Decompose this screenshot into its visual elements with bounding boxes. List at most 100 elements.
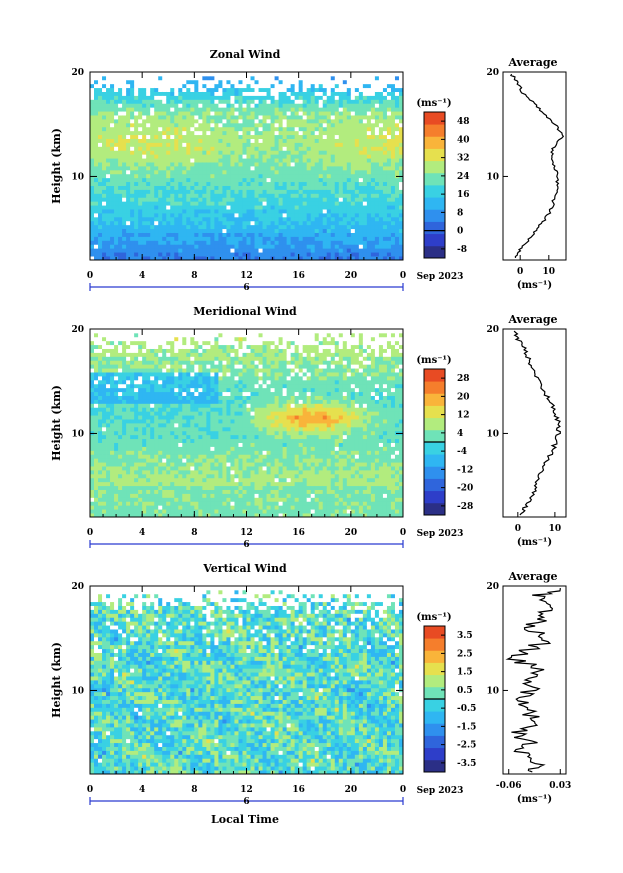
heatmap-cell: [134, 352, 139, 357]
heatmap-cell: [294, 103, 300, 108]
heatmap-cell: [170, 348, 175, 353]
heatmap-cell: [186, 177, 191, 183]
heatmap-cell: [90, 387, 95, 393]
heatmap-cell: [302, 119, 308, 124]
heatmap-cell: [342, 103, 348, 108]
heatmap-cell: [234, 162, 239, 167]
heatmap-cell: [98, 485, 103, 490]
heatmap-cell: [114, 501, 119, 506]
heatmap-cell: [390, 193, 396, 198]
heatmap-cell: [370, 169, 376, 175]
heatmap-cell: [270, 154, 275, 159]
heatmap-cell: [338, 130, 344, 136]
heatmap-cell: [370, 232, 376, 237]
heatmap-cell: [238, 138, 243, 143]
heatmap-cell: [114, 232, 119, 237]
heatmap-cell: [302, 252, 308, 257]
heatmap-cell: [162, 462, 167, 467]
heatmap-cell: [154, 95, 159, 100]
heatmap-cell: [354, 173, 360, 179]
heatmap-cell: [166, 189, 171, 194]
heatmap-cell: [178, 177, 183, 183]
heatmap-cell: [306, 126, 312, 132]
heatmap-cell: [250, 154, 255, 159]
heatmap-cell: [154, 189, 159, 194]
heatmap-cell: [186, 240, 191, 245]
heatmap-cell: [118, 387, 123, 393]
heatmap-cell: [274, 130, 279, 136]
heatmap-cell: [394, 244, 400, 249]
heatmap-cell: [246, 236, 251, 241]
heatmap-cell: [182, 95, 187, 100]
heatmap-cell: [154, 329, 159, 334]
heatmap-cell: [106, 462, 111, 467]
heatmap-cell: [222, 224, 227, 230]
heatmap-cell: [102, 340, 107, 346]
heatmap-cell: [262, 228, 267, 233]
heatmap-cell: [98, 344, 103, 349]
heatmap-cell: [282, 166, 288, 171]
heatmap-cell: [170, 466, 175, 471]
heatmap-cell: [246, 158, 251, 163]
heatmap-cell: [170, 426, 175, 432]
heatmap-cell: [334, 173, 340, 179]
heatmap-cell: [214, 95, 219, 100]
heatmap-cell: [270, 122, 275, 128]
heatmap-cell: [110, 411, 115, 416]
heatmap-cell: [90, 162, 95, 167]
heatmap-cell: [358, 256, 364, 261]
heatmap-cell: [266, 256, 271, 261]
heatmap-cell: [366, 232, 372, 237]
heatmap-cell: [110, 442, 115, 447]
heatmap-cell: [106, 450, 111, 455]
heatmap-cell: [334, 248, 340, 253]
heatmap-cell: [334, 79, 340, 85]
heatmap-cell: [358, 72, 364, 77]
heatmap-cell: [138, 111, 143, 116]
heatmap-cell: [334, 99, 340, 104]
heatmap-cell: [182, 185, 187, 190]
heatmap-cell: [310, 91, 316, 96]
heatmap-cell: [194, 103, 199, 108]
heatmap-cell: [166, 376, 171, 381]
heatmap-cell: [106, 438, 111, 443]
heatmap-cell: [394, 115, 400, 120]
heatmap-cell: [94, 146, 99, 151]
heatmap-cell: [342, 224, 348, 230]
heatmap-cell: [338, 248, 344, 253]
heatmap-cell: [258, 115, 263, 120]
heatmap-cell: [122, 162, 127, 167]
heatmap-cell: [158, 119, 163, 124]
colorbar-tick-label: 8: [457, 208, 463, 218]
heatmap-cell: [146, 442, 151, 447]
heatmap-cell: [110, 462, 115, 467]
heatmap-cell: [282, 173, 288, 179]
heatmap-cell: [250, 115, 255, 120]
heatmap-cell: [102, 197, 107, 202]
heatmap-cell: [362, 75, 368, 81]
heatmap-cell: [166, 360, 171, 365]
heatmap-cell: [290, 115, 296, 120]
heatmap-cell: [310, 236, 316, 241]
heatmap-cell: [286, 256, 292, 261]
heatmap-cell: [114, 115, 119, 120]
heatmap-cell: [150, 466, 155, 471]
heatmap-cell: [94, 87, 99, 92]
heatmap-cell: [194, 138, 199, 143]
colorbar-segment: [424, 233, 445, 247]
heatmap-cell: [234, 75, 239, 81]
heatmap-cell: [118, 248, 123, 253]
heatmap-cell: [98, 411, 103, 416]
heatmap-cell: [266, 166, 271, 171]
heatmap-cell: [170, 419, 175, 424]
heatmap-cell: [350, 83, 356, 89]
heatmap-cell: [326, 79, 332, 85]
heatmap-cell: [226, 248, 231, 253]
heatmap-cell: [310, 177, 316, 183]
heatmap-cell: [214, 232, 219, 237]
heatmap-cell: [350, 111, 356, 116]
heatmap-cell: [90, 415, 95, 420]
heatmap-cell: [146, 348, 151, 353]
heatmap-cell: [254, 150, 259, 155]
heatmap-cell: [338, 146, 344, 151]
